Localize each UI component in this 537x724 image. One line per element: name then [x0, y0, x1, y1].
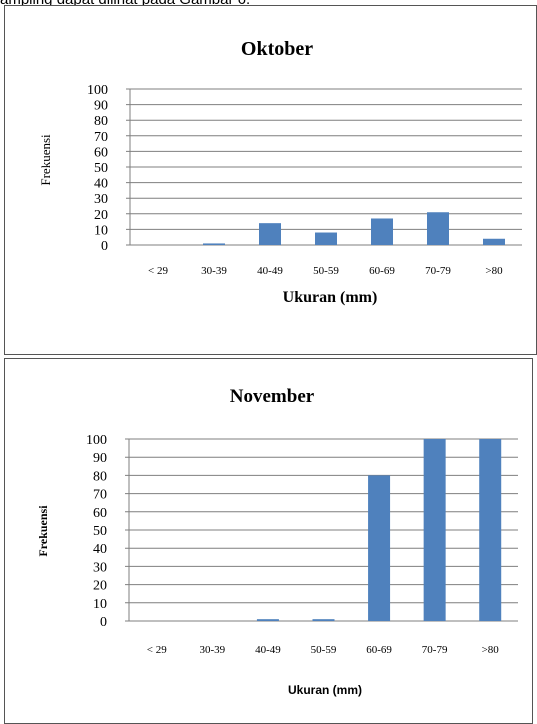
- y-tick-label: 30: [94, 192, 108, 207]
- bar: [203, 243, 225, 245]
- y-tick-label: 70: [94, 130, 108, 145]
- x-tick-label: < 29: [148, 265, 168, 277]
- bar: [427, 212, 449, 245]
- y-tick-label: 40: [94, 177, 108, 192]
- x-tick-label: 50-59: [311, 644, 337, 656]
- x-axis-label: Ukuran (mm): [283, 289, 378, 306]
- x-axis-label: Ukuran (mm): [288, 683, 362, 697]
- x-tick-label: 60-69: [366, 644, 392, 656]
- x-tick-label: 70-79: [422, 644, 448, 656]
- y-tick-label: 50: [93, 524, 107, 539]
- y-tick-label: 50: [94, 161, 108, 176]
- y-tick-label: 60: [93, 506, 107, 521]
- x-tick-label: 50-59: [313, 265, 339, 277]
- y-axis-label: Frekuensi: [36, 505, 50, 557]
- y-tick-label: 100: [86, 433, 107, 448]
- bar: [312, 619, 335, 621]
- y-tick-label: 20: [93, 579, 107, 594]
- x-tick-label: >80: [485, 265, 503, 277]
- bar: [259, 223, 281, 245]
- chart-title: Oktober: [241, 38, 313, 60]
- y-tick-label: 40: [93, 542, 107, 557]
- x-tick-label: 40-49: [257, 265, 283, 277]
- y-axis-label: Frekuensi: [38, 134, 53, 186]
- x-tick-label: 70-79: [425, 265, 451, 277]
- y-tick-label: 20: [94, 208, 108, 223]
- y-tick-label: 10: [93, 597, 107, 612]
- x-tick-label: 40-49: [255, 644, 281, 656]
- chart-november-svg: November Frekuensi Ukuran (mm) 0 10 20 30 40…: [36, 386, 518, 697]
- y-tick-label: 60: [94, 145, 108, 160]
- y-tick-label: 100: [87, 83, 108, 98]
- y-tick-label: 80: [94, 114, 108, 129]
- y-tick-label: 10: [94, 223, 108, 238]
- y-tick-label: 70: [93, 488, 107, 503]
- bar: [368, 475, 391, 621]
- x-tick-label: 60-69: [369, 265, 395, 277]
- bar: [371, 218, 393, 245]
- y-tick-label: 0: [101, 239, 108, 254]
- x-tick-label: < 29: [147, 644, 167, 656]
- x-tick-label: >80: [482, 644, 500, 656]
- y-tick-label: 30: [93, 560, 107, 575]
- chart-title: November: [230, 386, 315, 407]
- bar: [479, 439, 502, 621]
- chart-november: November Frekuensi Ukuran (mm) 0 10 20 30 40…: [4, 358, 533, 724]
- bar: [256, 619, 279, 621]
- y-tick-label: 80: [93, 469, 107, 484]
- y-tick-label: 0: [100, 615, 107, 630]
- chart-oktober-svg: Oktober Frekuensi Ukuran (mm) 0102030405…: [38, 38, 522, 306]
- bar: [315, 232, 337, 245]
- bar: [483, 238, 505, 245]
- x-tick-label: 30-39: [200, 644, 226, 656]
- y-tick-label: 90: [94, 99, 108, 114]
- page-caption: ampling dapat dilihat pada Gambar 6.: [0, 0, 537, 9]
- chart-oktober: Oktober Frekuensi Ukuran (mm) 0 10 20 30 40 5…: [4, 5, 537, 355]
- bar: [423, 439, 446, 621]
- x-tick-label: 30-39: [201, 265, 227, 277]
- y-tick-label: 90: [93, 451, 107, 466]
